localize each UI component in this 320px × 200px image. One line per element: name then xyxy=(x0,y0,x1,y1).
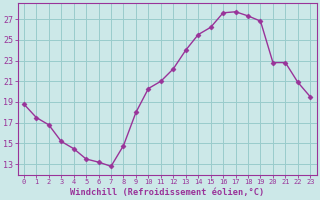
X-axis label: Windchill (Refroidissement éolien,°C): Windchill (Refroidissement éolien,°C) xyxy=(70,188,264,197)
